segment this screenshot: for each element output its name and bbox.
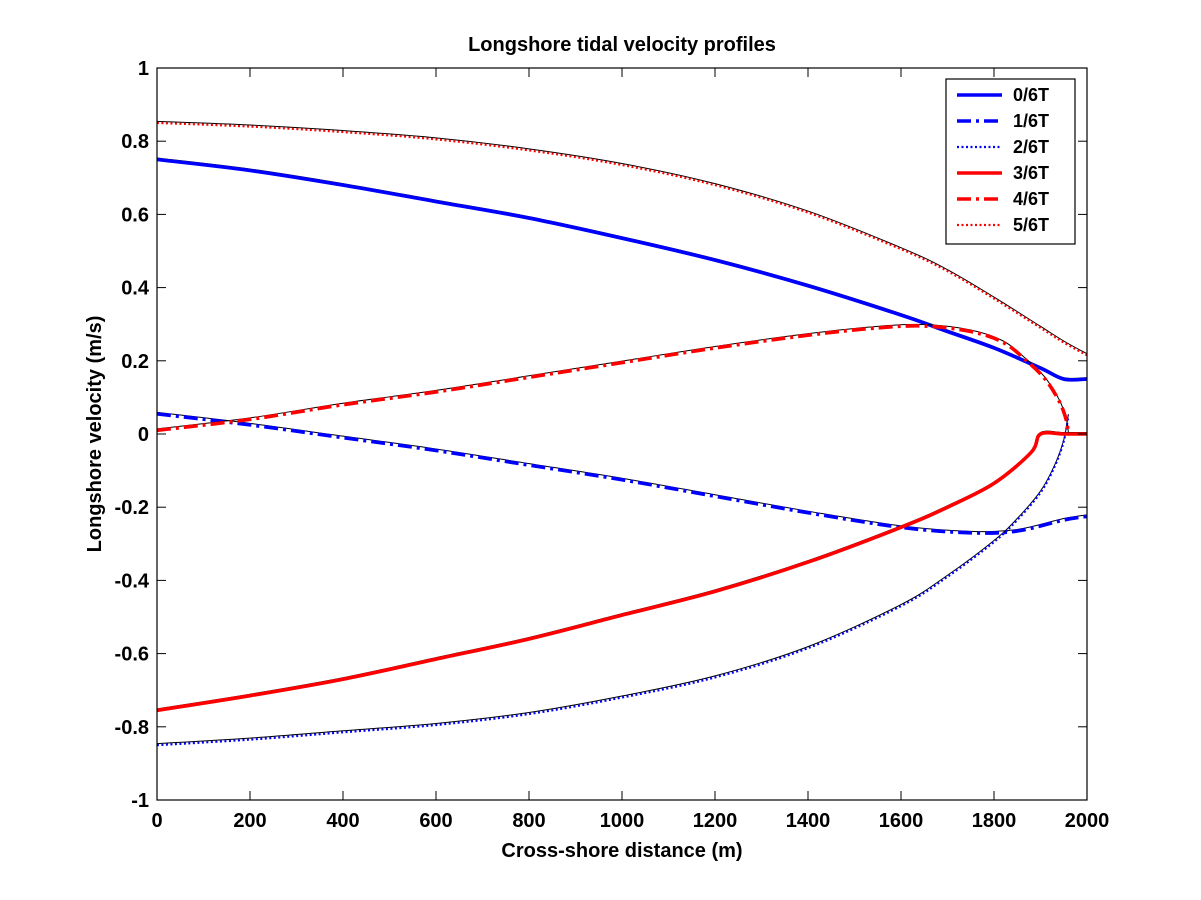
y-axis-label: Longshore velocity (m/s) — [84, 316, 106, 553]
y-tick-label: 0.8 — [121, 131, 149, 153]
y-tick-label: 1 — [138, 58, 149, 80]
y-tick-label: 0.6 — [121, 204, 149, 226]
x-tick-label: 0 — [151, 810, 162, 832]
series-reference-line — [156, 414, 1069, 745]
y-tick-label: -1 — [131, 790, 149, 812]
plot-frame — [156, 67, 1088, 801]
y-tick-label: 0 — [138, 424, 149, 446]
x-tick-label: 1600 — [879, 810, 924, 832]
ticks-layer: 0 200 400 600 800 1000 1200 1400 1600 1800 2000 -1 -… — [115, 58, 1110, 832]
x-tick-label: 1200 — [693, 810, 738, 832]
legend-label: 4/6T — [1013, 189, 1049, 209]
x-axis-label: Cross-shore distance (m) — [501, 840, 742, 862]
series-reference-line — [156, 120, 1088, 355]
y-tick-label: -0.6 — [115, 644, 149, 666]
x-tick-label: 200 — [233, 810, 266, 832]
series-line-1-6T — [156, 412, 1088, 535]
x-tick-label: 800 — [512, 810, 545, 832]
legend-label: 1/6T — [1013, 111, 1049, 131]
series-line-2-6T — [156, 415, 1070, 747]
series-line-5-6T — [156, 121, 1088, 357]
legend-box — [945, 78, 1076, 245]
y-tick-label: -0.2 — [115, 497, 149, 519]
legend-label: 5/6T — [1013, 215, 1049, 235]
x-tick-label: 2000 — [1065, 810, 1110, 832]
x-tick-label: 1800 — [972, 810, 1017, 832]
legend: 0/6T 1/6T 2/6T 3/6T 4/6T 5/6T — [945, 78, 1076, 245]
legend-label: 2/6T — [1013, 137, 1049, 157]
series-line-4-6T — [156, 324, 1071, 435]
chart-title: Longshore tidal velocity profiles — [468, 34, 776, 56]
series-line-3-6T — [156, 430, 1087, 713]
x-tick-label: 1400 — [786, 810, 831, 832]
y-tick-label: 0.4 — [121, 278, 150, 300]
legend-label: 0/6T — [1013, 85, 1049, 105]
x-tick-label: 600 — [419, 810, 452, 832]
x-tick-label: 400 — [326, 810, 359, 832]
y-tick-label: -0.8 — [115, 717, 149, 739]
y-tick-label: 0.2 — [121, 351, 149, 373]
x-tick-label: 1000 — [600, 810, 645, 832]
series-layer — [156, 120, 1088, 747]
legend-label: 3/6T — [1013, 163, 1049, 183]
series-line-0-6T — [156, 157, 1088, 382]
y-tick-label: -0.4 — [115, 570, 150, 592]
